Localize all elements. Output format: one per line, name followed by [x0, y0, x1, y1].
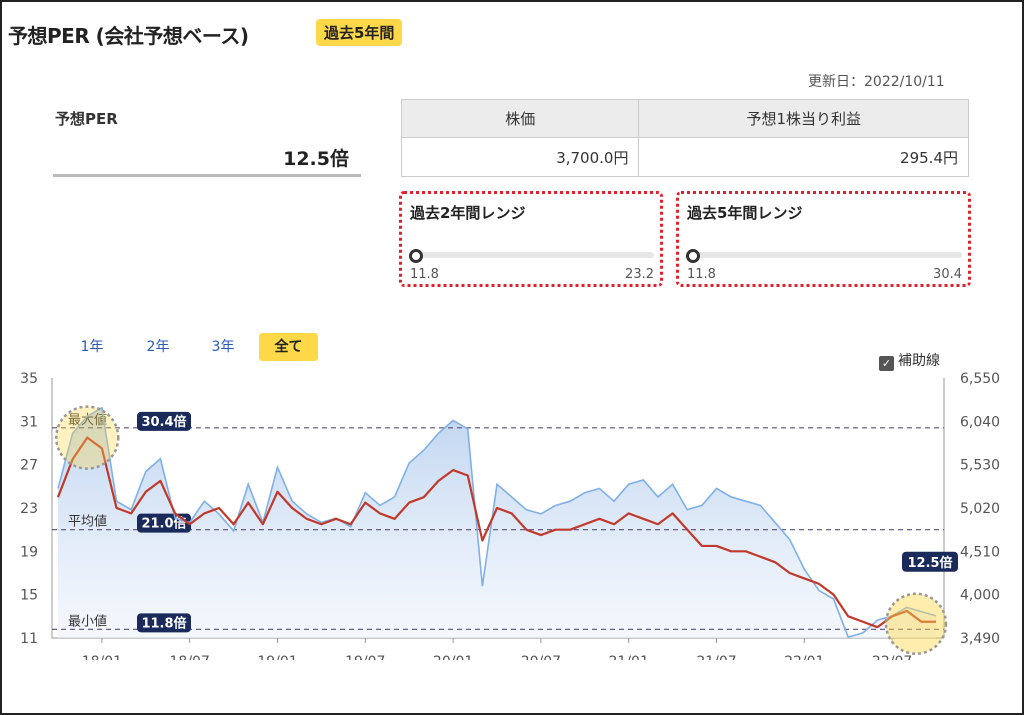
x-tick-label: 21/01 — [609, 654, 649, 660]
price-area — [58, 407, 936, 638]
range-2y-title: 過去2年間レンジ — [410, 204, 526, 222]
x-tick-label: 22/01 — [784, 654, 824, 660]
y-left-tick-label: 31 — [20, 414, 38, 430]
stock-price-value: 3,700.0円 — [400, 137, 640, 177]
range-2y-max: 23.2 — [625, 267, 654, 282]
y-right-tick-label: 6,550 — [960, 371, 1000, 387]
y-left-tick-label: 11 — [20, 631, 38, 647]
current-highlight-circle — [884, 592, 948, 655]
y-right-tick-label: 5,020 — [960, 501, 1000, 517]
per-chart: 35 31 27 23 19 15 11 6,550 6,040 5,530 5,020 4,510 4… — [20, 371, 1000, 660]
reference-line-badge — [137, 411, 191, 431]
range-5y-title: 過去5年間レンジ — [687, 204, 803, 222]
stock-table-header-row: 株価 予想1株当り利益 — [400, 99, 969, 138]
aux-lines-toggle[interactable]: ✓ 補助線 — [879, 350, 940, 371]
period-badge: 過去5年間 — [316, 19, 403, 46]
x-tick-label: 19/01 — [257, 654, 297, 660]
y-right-tick-label: 5,530 — [960, 458, 1000, 474]
range-2y-track — [410, 252, 654, 258]
y-left-tick-label: 27 — [20, 458, 38, 474]
max-highlight-circle — [55, 405, 120, 470]
x-tick-label: 18/07 — [170, 654, 210, 660]
eps-header: 予想1株当り利益 — [638, 99, 969, 138]
current-value-badge-text: 12.5倍 — [907, 555, 952, 571]
updated-date: 更新日：2022/10/11 — [808, 74, 945, 90]
y-left-tick-label: 35 — [20, 371, 38, 387]
tab-all[interactable]: 全て — [259, 333, 318, 361]
per-value: 12.5倍 — [283, 148, 349, 170]
tab-2y[interactable]: 2年 — [146, 339, 170, 355]
y-left-tick-label: 23 — [20, 501, 38, 517]
range-2y-panel: 過去2年間レンジ 11.8 23.2 — [399, 191, 663, 287]
reference-line-label: 平均値 — [68, 514, 107, 530]
range-5y-knob — [686, 249, 700, 263]
y-right-tick-label: 3,490 — [960, 631, 1000, 647]
range-2y-knob — [409, 249, 423, 263]
reference-line-badge — [137, 613, 191, 633]
stock-table: 株価 予想1株当り利益 3,700.0円 295.4円 — [400, 99, 969, 177]
range-5y-track — [687, 252, 962, 258]
stock-price-header: 株価 — [400, 99, 640, 138]
y-left-tick-label: 19 — [20, 544, 38, 560]
price-line — [57, 406, 937, 639]
x-tick-label: 22/07 — [872, 654, 912, 660]
reference-line-label: 最大値 — [68, 412, 107, 428]
x-tick-label: 18/01 — [82, 654, 122, 660]
aux-lines-label: 補助線 — [898, 353, 940, 369]
reference-line-badge-text: 21.0倍 — [141, 516, 186, 532]
reference-line-badge-text: 30.4倍 — [141, 414, 186, 430]
x-tick-label: 20/01 — [433, 654, 473, 660]
reference-line-label: 最小値 — [68, 613, 107, 629]
per-line — [56, 436, 936, 629]
per-divider — [53, 174, 361, 177]
reference-line-badge-text: 11.8倍 — [141, 615, 186, 631]
range-2y-min: 11.8 — [410, 267, 439, 282]
x-tick-label: 19/07 — [345, 654, 385, 660]
checkbox-checked-icon[interactable]: ✓ — [879, 356, 894, 371]
x-tick-label: 21/07 — [696, 654, 736, 660]
eps-value: 295.4円 — [638, 137, 969, 177]
y-right-tick-label: 6,040 — [960, 414, 1000, 430]
y-left-tick-label: 15 — [20, 588, 38, 604]
y-right-tick-label: 4,510 — [960, 544, 1000, 560]
range-5y-panel: 過去5年間レンジ 11.8 30.4 — [676, 191, 971, 287]
stock-table-value-row: 3,700.0円 295.4円 — [400, 137, 969, 177]
current-value-badge — [902, 551, 958, 572]
range-5y-max: 30.4 — [933, 267, 962, 282]
tab-3y[interactable]: 3年 — [211, 339, 235, 355]
page-title: 予想PER (会社予想ベース) — [8, 24, 249, 48]
per-label: 予想PER — [55, 110, 118, 128]
tab-1y[interactable]: 1年 — [80, 339, 104, 355]
x-tick-label: 20/07 — [521, 654, 561, 660]
range-5y-min: 11.8 — [687, 267, 716, 282]
y-right-tick-label: 4,000 — [960, 588, 1000, 604]
